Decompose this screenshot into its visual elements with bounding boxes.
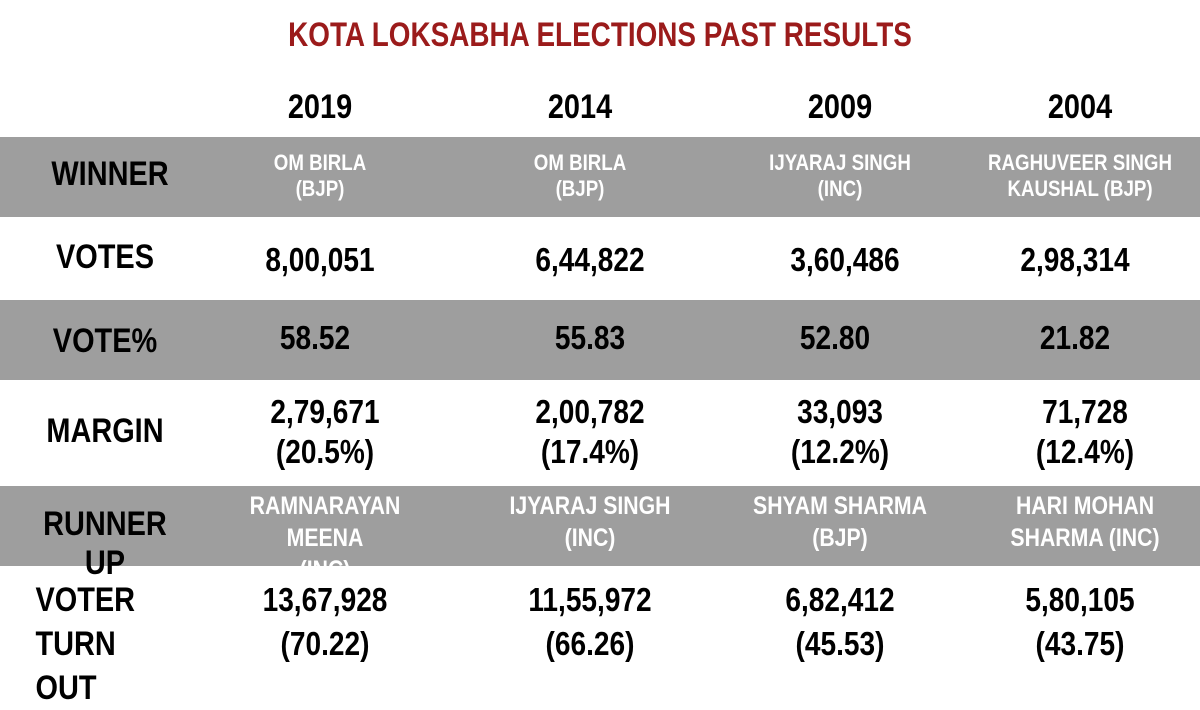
turnout-2004-count: 5,80,105 <box>1025 581 1135 618</box>
runner-up-2014-party: (INC) <box>564 524 616 552</box>
margin-2014: 2,00,782 (17.4%) <box>505 392 675 472</box>
runner-up-2004-name: HARI MOHAN <box>1015 492 1155 520</box>
runner-up-2019-name: RAMNARAYAN MEENA <box>249 492 401 552</box>
runner-up-2004: HARI MOHAN SHARMA (INC) <box>992 490 1179 554</box>
turnout-2009-count: 6,82,412 <box>785 581 895 618</box>
margin-2004-pct: (12.4%) <box>1035 433 1135 470</box>
vote-pct-2004: 21.82 <box>1039 319 1111 356</box>
winner-2009: IJYARAJ SINGH (INC) <box>755 150 925 202</box>
turnout-2019: 13,67,928 (70.22) <box>240 578 410 666</box>
year-2009: 2009 <box>807 88 873 126</box>
page-title: KOTA LOKSABHA ELECTIONS PAST RESULTS <box>288 16 912 54</box>
winner-2019-party: (BJP) <box>295 176 345 201</box>
turnout-2019-count: 13,67,928 <box>262 581 388 618</box>
row-label-winner: WINNER <box>51 155 169 193</box>
votes-2014: 6,44,822 <box>535 241 645 278</box>
row-label-turnout: VOTER TURN OUT <box>10 578 155 710</box>
turnout-2019-pct: (70.22) <box>280 625 370 662</box>
margin-2019-pct: (20.5%) <box>275 433 375 470</box>
vote-pct-2009: 52.80 <box>799 319 871 356</box>
turnout-2014: 11,55,972 (66.26) <box>505 578 675 666</box>
margin-2009-pct: (12.2%) <box>790 433 890 470</box>
margin-2019: 2,79,671 (20.5%) <box>240 392 410 472</box>
winner-2004-name: RAGHUVEER SINGH <box>988 150 1172 175</box>
winner-2019: OM BIRLA (BJP) <box>235 150 405 202</box>
runner-up-2019-party: (INC) <box>299 556 351 584</box>
runner-up-2014-name: IJYARAJ SINGH <box>509 492 671 520</box>
runner-up-2009-name: SHYAM SHARMA <box>753 492 927 520</box>
winner-2019-name: OM BIRLA <box>273 150 367 175</box>
winner-2009-party: (INC) <box>817 176 863 201</box>
row-label-vote-pct: VOTE% <box>52 322 158 360</box>
turnout-label-line2: TURN OUT <box>35 625 116 707</box>
margin-2014-votes: 2,00,782 <box>535 393 645 430</box>
margin-2009: 33,093 (12.2%) <box>755 392 925 472</box>
turnout-2014-count: 11,55,972 <box>528 581 652 618</box>
margin-2014-pct: (17.4%) <box>540 433 640 470</box>
margin-2019-votes: 2,79,671 <box>270 393 380 430</box>
winner-2014: OM BIRLA (BJP) <box>495 150 665 202</box>
winner-2014-party: (BJP) <box>555 176 605 201</box>
row-label-votes: VOTES <box>56 238 154 276</box>
winner-2014-name: OM BIRLA <box>533 150 627 175</box>
year-2014: 2014 <box>547 88 613 126</box>
runner-up-2014: IJYARAJ SINGH (INC) <box>497 490 684 554</box>
year-2004: 2004 <box>1047 88 1113 126</box>
runner-up-2009-party: (BJP) <box>812 524 868 552</box>
row-label-runner-up: RUNNER UP <box>43 505 167 582</box>
votes-2004: 2,98,314 <box>1020 241 1130 278</box>
turnout-2009-pct: (45.53) <box>795 625 885 662</box>
winner-2009-name: IJYARAJ SINGH <box>769 150 911 175</box>
winner-2004: RAGHUVEER SINGH KAUSHAL (BJP) <box>987 150 1174 202</box>
row-band-winner <box>0 137 1200 217</box>
turnout-2014-pct: (66.26) <box>545 625 635 662</box>
runner-up-2009: SHYAM SHARMA (BJP) <box>747 490 934 554</box>
turnout-2004-pct: (43.75) <box>1035 625 1125 662</box>
vote-pct-2019: 58.52 <box>279 319 351 356</box>
margin-2004: 71,728 (12.4%) <box>1000 392 1170 472</box>
votes-2019: 8,00,051 <box>265 241 375 278</box>
turnout-2004: 5,80,105 (43.75) <box>995 578 1165 666</box>
votes-2009: 3,60,486 <box>790 241 900 278</box>
margin-2009-votes: 33,093 <box>797 393 883 430</box>
margin-2004-votes: 71,728 <box>1042 393 1128 430</box>
winner-2004-party: KAUSHAL (BJP) <box>1007 176 1153 201</box>
runner-up-2004-party: SHARMA (INC) <box>1010 524 1160 552</box>
row-label-margin: MARGIN <box>46 412 164 450</box>
year-2019: 2019 <box>287 88 353 126</box>
row-band-vote-pct <box>0 300 1200 380</box>
vote-pct-2014: 55.83 <box>554 319 626 356</box>
turnout-label-line1: VOTER <box>35 581 136 619</box>
turnout-2009: 6,82,412 (45.53) <box>755 578 925 666</box>
runner-up-2019: RAMNARAYAN MEENA (INC) <box>210 490 440 586</box>
row-band-runner-up <box>0 486 1200 566</box>
